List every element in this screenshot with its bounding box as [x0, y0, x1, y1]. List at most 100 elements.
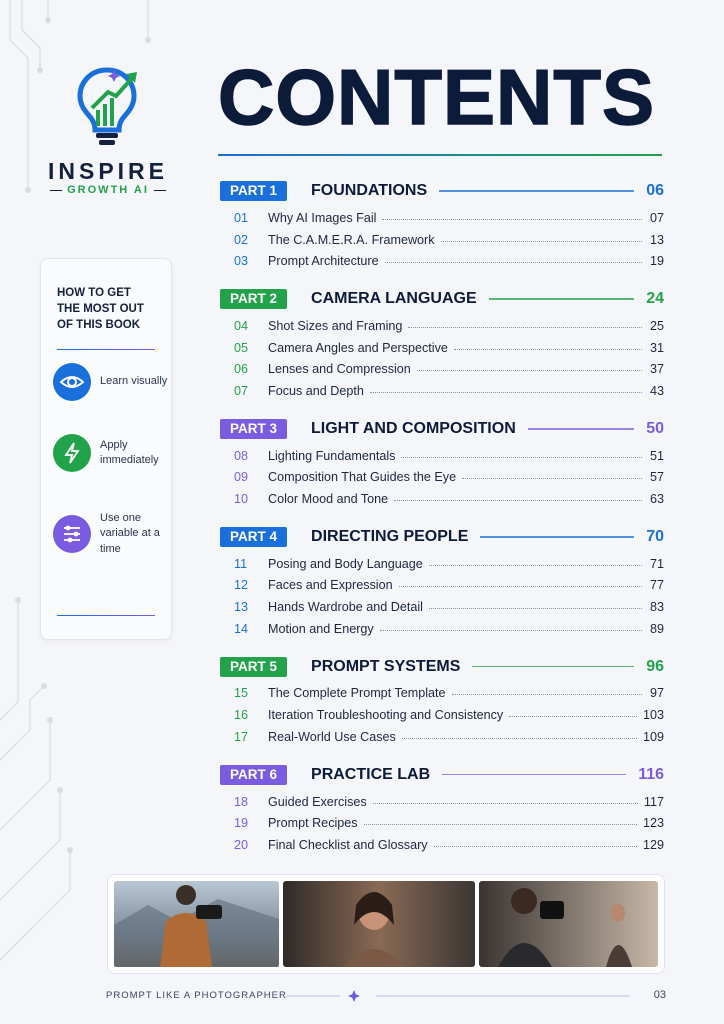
chapter-title: Prompt Architecture — [268, 254, 379, 269]
divider — [57, 349, 155, 350]
part-heading: PART 5 PROMPT SYSTEMS 96 — [220, 656, 664, 678]
part-rule — [527, 428, 635, 430]
chapter-title: Final Checklist and Glossary — [268, 837, 428, 852]
chapter-page: 31 — [649, 340, 664, 355]
chapter-title: Lighting Fundamentals — [268, 448, 396, 463]
part-badge: PART 6 — [220, 764, 288, 785]
chapter-page: 43 — [649, 383, 664, 398]
part-heading: PART 6 PRACTICE LAB 116 — [220, 764, 664, 786]
part-heading: PART 2 CAMERA LANGUAGE 24 — [220, 288, 664, 310]
part-rule — [472, 665, 635, 668]
chapter-title: Real-World Use Cases — [268, 729, 396, 744]
chapter-title: Why AI Images Fail — [268, 210, 377, 225]
chapter-page: 63 — [649, 492, 664, 507]
chapter-page: 57 — [649, 470, 664, 485]
chapter-row: 03 Prompt Architecture 19 — [220, 250, 664, 272]
chapter-row: 06 Lenses and Compression 37 — [220, 358, 664, 380]
dot-leader — [509, 716, 637, 718]
chapter-number: 15 — [234, 686, 249, 701]
dot-leader — [453, 348, 642, 350]
chapter-row: 17 Real-World Use Cases 109 — [220, 726, 664, 748]
chapter-number: 18 — [234, 794, 249, 809]
part-page: 70 — [646, 527, 664, 545]
chapter-row: 11 Posing and Body Language 71 — [220, 553, 664, 575]
chapter-number: 10 — [234, 492, 249, 507]
dot-leader — [433, 845, 637, 847]
dot-leader — [428, 608, 642, 610]
chapter-page: 117 — [643, 794, 664, 809]
dot-leader — [379, 629, 642, 631]
chapter-page: 77 — [649, 578, 664, 593]
chapter-row: 01 Why AI Images Fail 07 — [220, 207, 664, 229]
dot-leader — [401, 737, 637, 739]
part-page: 06 — [646, 182, 664, 199]
chapter-number: 06 — [234, 362, 249, 377]
part-page: 24 — [646, 290, 664, 308]
tip-icon — [53, 434, 91, 472]
part-group: PART 2 CAMERA LANGUAGE 24 04 Shot Sizes and … — [220, 288, 664, 402]
chapter-row: 16 Iteration Troubleshooting and Consiste… — [220, 704, 664, 726]
tips-card: HOW TO GET THE MOST OUT OF THIS BOOK Lea… — [40, 258, 172, 640]
chapter-number: 02 — [234, 232, 249, 247]
chapter-number: 11 — [234, 556, 248, 571]
footer-text: PROMPT LIKE A PHOTOGRAPHER — [106, 990, 287, 1001]
part-group: PART 4 DIRECTING PEOPLE 70 11 Posing and Bod… — [220, 526, 664, 640]
dot-leader — [372, 802, 638, 804]
chapter-page: 129 — [642, 837, 664, 852]
chapter-number: 19 — [234, 816, 249, 831]
chapter-number: 04 — [234, 318, 249, 333]
chapter-page: 83 — [649, 600, 664, 615]
part-group: PART 5 PROMPT SYSTEMS 96 15 The Complete Pro… — [220, 656, 664, 748]
chapter-number: 03 — [234, 254, 249, 269]
chapter-row: 13 Hands Wardrobe and Detail 83 — [220, 596, 664, 618]
chapter-page: 89 — [649, 621, 664, 636]
logo-icon — [77, 67, 137, 145]
part-badge: PART 2 — [220, 289, 288, 310]
title-rule — [218, 154, 662, 156]
part-rule — [439, 190, 635, 192]
chapter-row: 20 Final Checklist and Glossary 129 — [220, 834, 664, 856]
dot-leader — [384, 262, 642, 264]
chapter-title: Faces and Expression — [268, 578, 393, 593]
chapter-title: Camera Angles and Perspective — [268, 340, 448, 355]
dot-leader — [408, 326, 642, 328]
dot-leader — [369, 391, 642, 393]
part-page: 96 — [646, 657, 664, 675]
part-title: PROMPT SYSTEMS — [311, 657, 461, 675]
photo-strip — [107, 874, 665, 974]
chapter-title: Shot Sizes and Framing — [268, 318, 403, 333]
part-badge: PART 1 — [220, 181, 288, 201]
chapter-page: 37 — [649, 362, 664, 377]
chapter-number: 08 — [234, 448, 249, 463]
chapter-page: 25 — [649, 318, 664, 333]
part-heading: PART 3 LIGHT AND COMPOSITION 50 — [220, 418, 664, 440]
tip-icon — [53, 363, 91, 401]
part-rule — [480, 536, 635, 538]
icon — [59, 376, 85, 388]
chapter-page: 71 — [649, 556, 664, 571]
icon — [64, 442, 80, 464]
part-title: PRACTICE LAB — [311, 765, 431, 783]
chapter-number: 07 — [234, 383, 249, 398]
icon — [64, 525, 80, 543]
dot-leader — [401, 456, 642, 458]
brand-tagline: GROWTH AI — [40, 184, 176, 196]
chapter-title: Hands Wardrobe and Detail — [268, 600, 423, 615]
chapter-number: 17 — [234, 729, 249, 744]
chapter-row: 15 The Complete Prompt Template 97 — [220, 683, 664, 705]
chapter-row: 02 The C.A.M.E.R.A. Framework 13 — [220, 229, 664, 251]
part-title: FOUNDATIONS — [311, 182, 428, 199]
chapter-row: 05 Camera Angles and Perspective 31 — [220, 337, 664, 359]
chapter-title: Posing and Body Language — [268, 556, 423, 571]
chapter-number: 12 — [234, 578, 249, 593]
part-heading: PART 4 DIRECTING PEOPLE 70 — [220, 526, 664, 548]
part-title: LIGHT AND COMPOSITION — [311, 419, 516, 437]
part-rule — [442, 773, 627, 776]
part-heading: PART 1 FOUNDATIONS 06 — [220, 180, 664, 202]
part-group: PART 6 PRACTICE LAB 116 18 Guided Exercises 1… — [220, 764, 664, 856]
part-page: 116 — [638, 765, 664, 783]
chapter-number: 01 — [234, 210, 249, 225]
chapter-title: Motion and Energy — [268, 621, 374, 636]
chapter-page: 97 — [649, 686, 664, 701]
photos — [114, 881, 658, 967]
